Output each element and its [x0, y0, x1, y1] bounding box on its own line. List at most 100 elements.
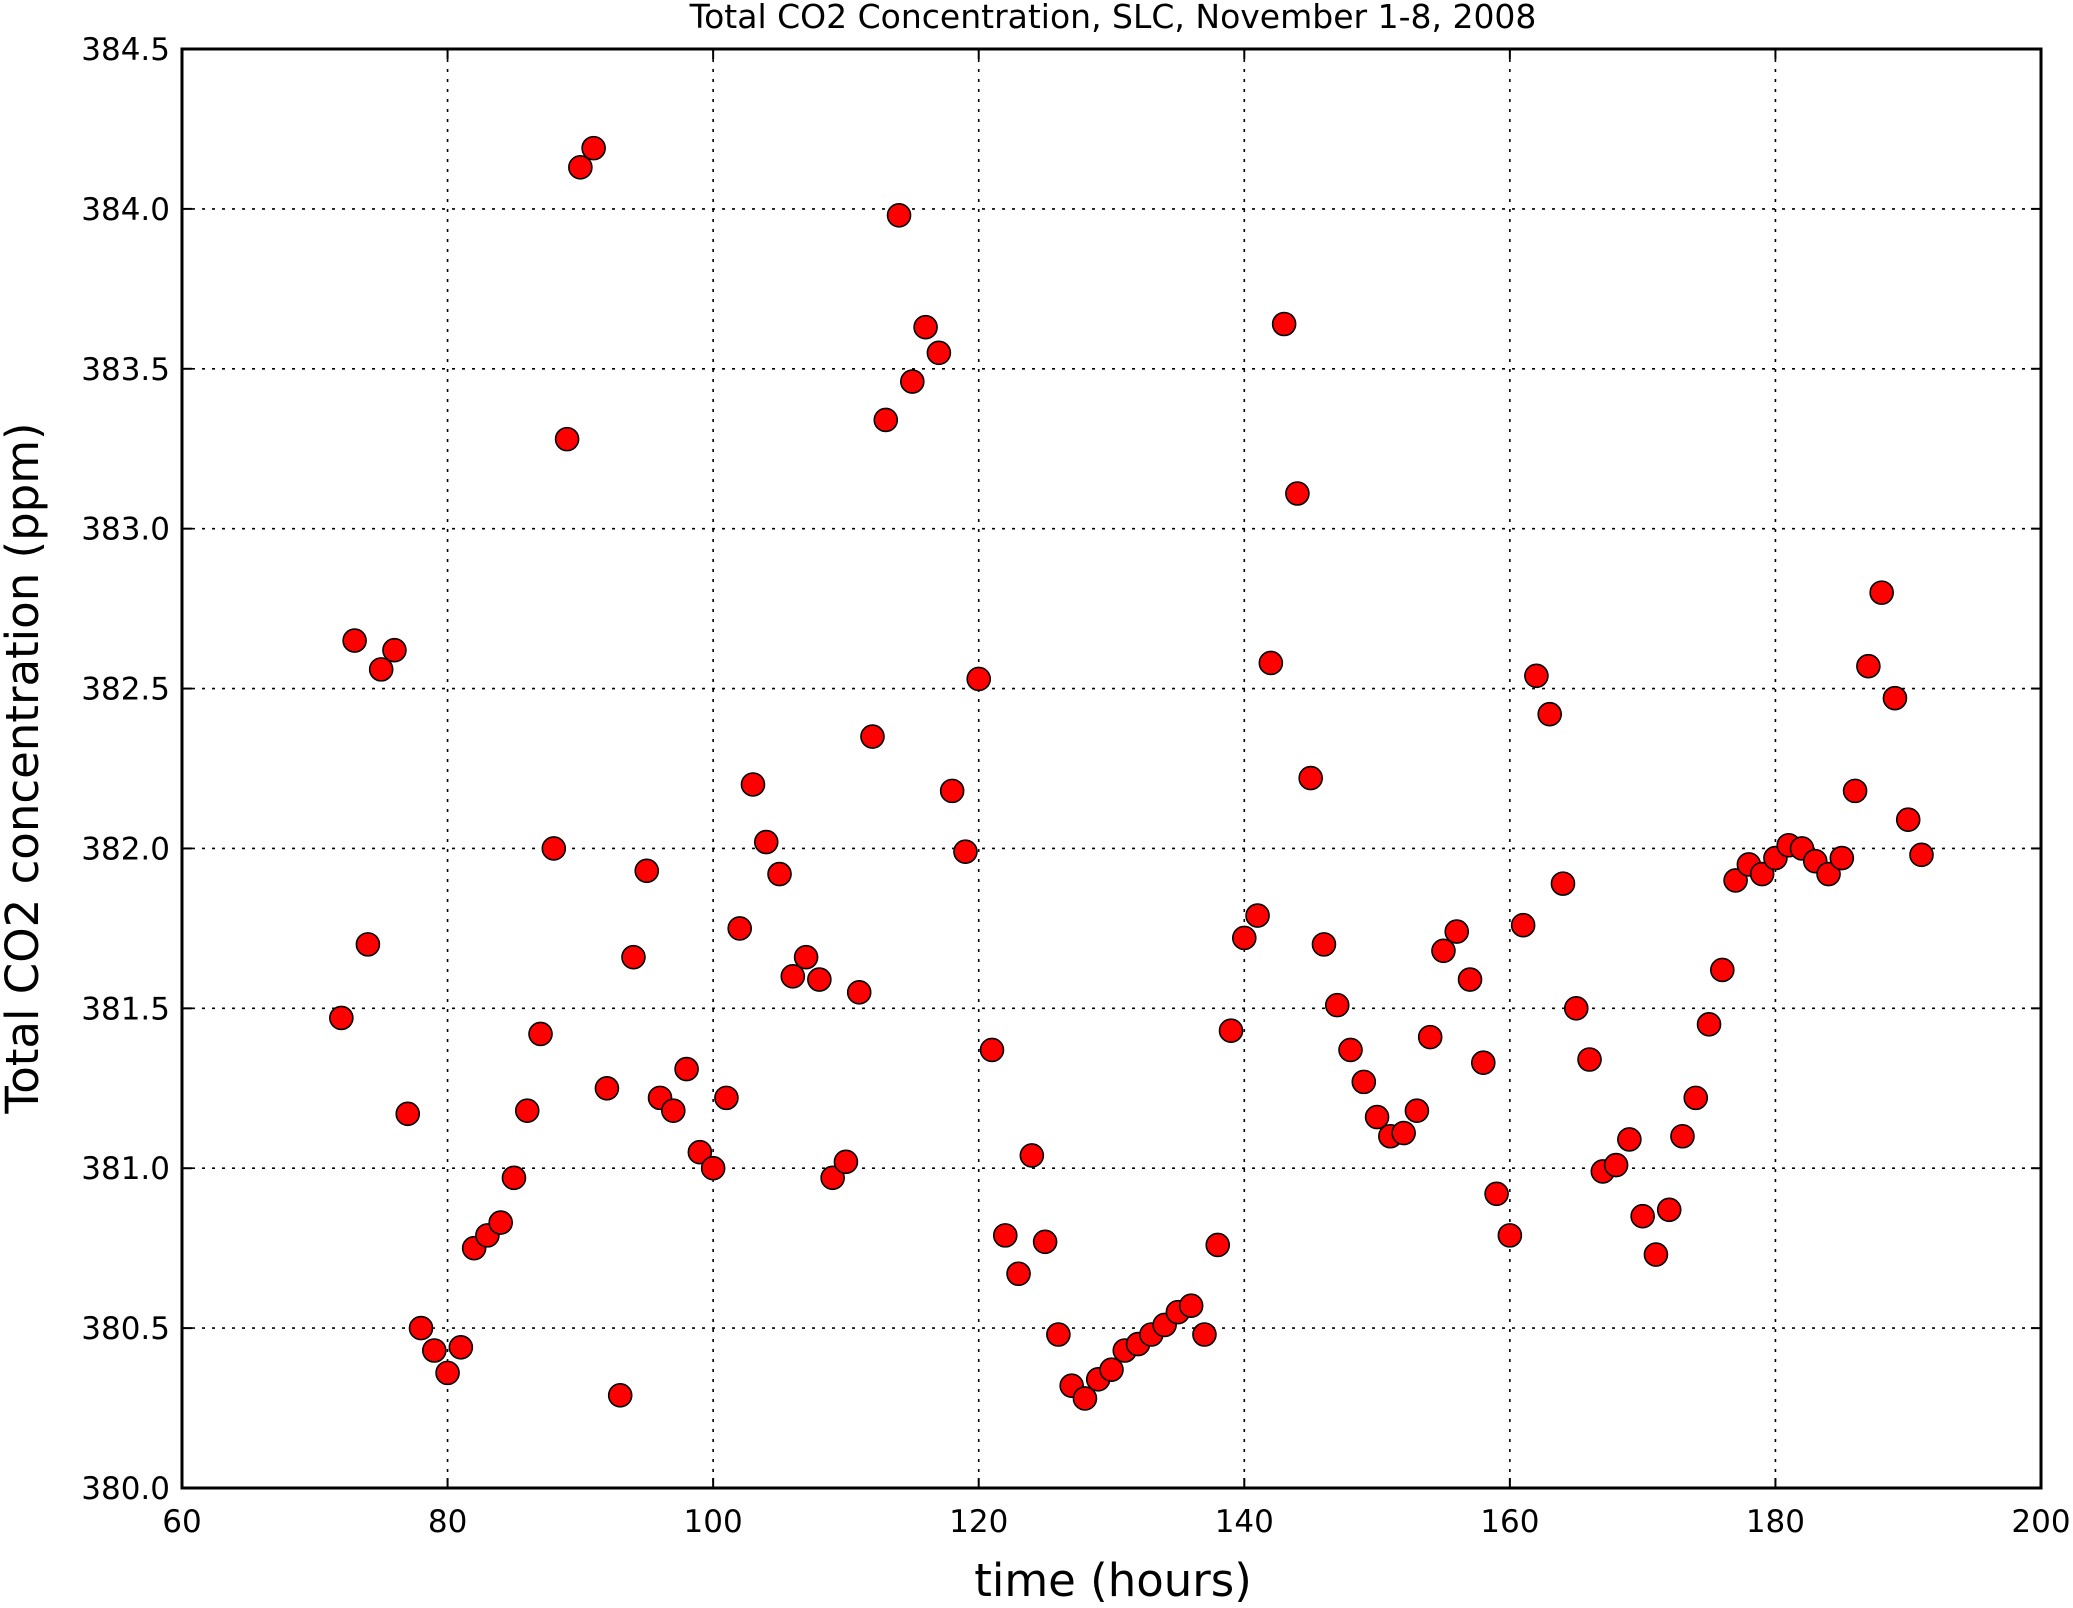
x-tick-label: 100: [684, 1504, 743, 1540]
data-point: [1842, 778, 1868, 804]
data-point: [1231, 925, 1257, 951]
data-point: [1218, 1018, 1244, 1044]
data-point: [780, 964, 806, 989]
data-point: [1816, 861, 1841, 887]
data-point: [1046, 1322, 1071, 1347]
data-point: [1895, 807, 1921, 832]
data-point: [1617, 1127, 1642, 1152]
data-point: [1351, 1069, 1377, 1095]
data-point: [448, 1334, 474, 1360]
data-point: [700, 1155, 726, 1181]
data-point: [1882, 685, 1908, 711]
data-point: [1484, 1181, 1509, 1207]
data-point: [1683, 1085, 1709, 1111]
data-point: [913, 314, 938, 340]
data-point: [1391, 1120, 1416, 1146]
x-tick-label: 180: [1746, 1504, 1805, 1540]
data-point: [541, 836, 567, 861]
x-tick-label: 120: [949, 1504, 1008, 1540]
data-points: [329, 135, 1934, 1411]
x-axis-label: time (hours): [974, 1554, 1252, 1607]
data-point: [1444, 919, 1470, 944]
data-point: [727, 916, 753, 941]
y-tick-label: 384.0: [81, 192, 170, 228]
data-point: [1178, 1293, 1204, 1319]
data-point: [1909, 842, 1934, 868]
y-tick-label: 383.5: [81, 352, 170, 388]
data-point: [793, 944, 819, 970]
data-point: [1285, 481, 1310, 506]
data-point: [329, 1005, 354, 1031]
data-point: [939, 778, 965, 804]
data-point: [1869, 580, 1894, 605]
data-point: [1710, 957, 1735, 983]
data-point: [860, 724, 885, 749]
data-point: [621, 944, 646, 970]
data-point: [953, 839, 978, 864]
data-point: [1032, 1229, 1058, 1255]
data-point: [1829, 845, 1855, 871]
data-point: [421, 1338, 447, 1363]
data-point: [634, 858, 660, 884]
x-tick-label: 160: [1480, 1504, 1539, 1540]
data-point: [1364, 1104, 1390, 1130]
data-point: [966, 666, 992, 692]
data-point: [581, 135, 606, 161]
plot-frame: [180, 47, 2043, 1490]
data-point: [1696, 1012, 1722, 1037]
data-point: [1643, 1242, 1669, 1267]
data-point: [488, 1210, 513, 1235]
data-point: [833, 1149, 859, 1175]
data-point: [1205, 1232, 1231, 1258]
data-point: [1338, 1037, 1363, 1063]
data-point: [1656, 1197, 1682, 1223]
data-point: [753, 829, 779, 855]
data-point: [1324, 992, 1350, 1018]
y-tick-label: 382.0: [81, 831, 170, 867]
y-tick-labels: 380.0 380.5 381.0 381.5 382.0 382.5 383.0 383.5…: [81, 32, 170, 1507]
data-point: [1497, 1223, 1523, 1248]
data-point: [1099, 1357, 1124, 1382]
data-point: [687, 1139, 713, 1165]
data-point: [1245, 903, 1270, 928]
chart-title: Total CO2 Concentration, SLC, November 1…: [689, 0, 1537, 36]
data-point: [1510, 912, 1536, 938]
x-tick-label: 200: [2011, 1504, 2070, 1540]
data-point: [979, 1037, 1005, 1063]
data-point: [1723, 868, 1748, 893]
data-point: [514, 1098, 540, 1123]
data-point: [674, 1056, 699, 1082]
data-point: [1006, 1261, 1031, 1287]
data-point: [554, 426, 580, 452]
data-point: [435, 1360, 460, 1386]
data-point: [1630, 1203, 1655, 1229]
data-point: [1457, 967, 1483, 992]
data-point: [382, 637, 407, 663]
data-point: [1550, 871, 1576, 896]
data-point: [1524, 663, 1549, 689]
data-point: [1417, 1024, 1443, 1050]
data-point: [992, 1223, 1018, 1248]
x-tick-labels: 60 80 100 120 140 160 180 200: [162, 1504, 2070, 1540]
data-point: [528, 1021, 553, 1047]
data-point: [1431, 938, 1456, 964]
data-point: [1271, 311, 1297, 337]
grid-lines: [182, 49, 2041, 1488]
data-point: [408, 1315, 434, 1341]
data-point: [1670, 1123, 1695, 1149]
data-point: [1072, 1386, 1098, 1411]
data-point: [607, 1382, 633, 1408]
data-point: [1258, 650, 1284, 676]
data-point: [807, 967, 832, 992]
data-point: [661, 1098, 686, 1123]
data-point: [900, 369, 925, 394]
data-point: [1298, 765, 1323, 791]
data-point: [926, 340, 952, 366]
x-tick-label: 60: [162, 1504, 201, 1540]
data-point: [1856, 653, 1881, 679]
data-point: [1192, 1322, 1217, 1347]
data-point: [568, 155, 593, 180]
data-point: [767, 861, 792, 887]
y-axis-label: Total CO2 concentration (ppm): [0, 422, 49, 1114]
